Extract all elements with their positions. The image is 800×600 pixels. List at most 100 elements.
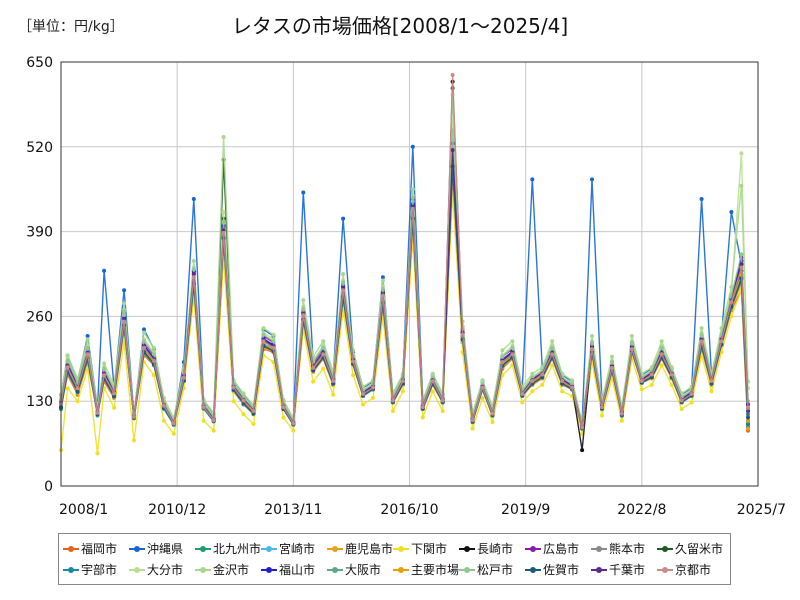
- data-point: [341, 272, 346, 276]
- data-point: [639, 387, 644, 392]
- legend-swatch: [261, 565, 277, 575]
- data-point: [65, 358, 70, 363]
- data-point: [132, 414, 136, 419]
- data-point: [430, 371, 435, 376]
- legend-item: 大分市: [129, 559, 195, 580]
- data-point: [530, 389, 535, 394]
- data-point: [540, 372, 545, 377]
- legend-swatch: [459, 544, 475, 554]
- legend-swatch: [393, 544, 409, 554]
- data-point: [729, 285, 734, 289]
- data-point: [580, 448, 585, 453]
- data-point: [520, 392, 525, 396]
- legend-swatch: [195, 565, 211, 575]
- data-point: [201, 405, 206, 410]
- data-point: [649, 382, 654, 387]
- data-point: [380, 275, 385, 280]
- legend-item: 宮崎市: [261, 538, 327, 559]
- data-point: [171, 431, 176, 436]
- data-point: [746, 418, 750, 423]
- data-point: [122, 319, 127, 324]
- legend-swatch: [261, 544, 277, 554]
- data-point: [600, 413, 604, 418]
- data-point: [440, 409, 445, 413]
- data-point: [321, 366, 326, 371]
- data-point: [301, 298, 306, 303]
- legend-label: 鹿児島市: [345, 542, 394, 556]
- data-point: [241, 412, 246, 417]
- legend-label: 大阪市: [345, 563, 382, 577]
- data-point: [151, 358, 156, 363]
- legend-item: 京都市: [657, 559, 723, 580]
- data-point: [181, 375, 186, 380]
- data-point: [102, 373, 107, 378]
- y-tick-label: 520: [26, 140, 53, 156]
- series-layer: [59, 73, 750, 456]
- legend-item: 大阪市: [327, 559, 393, 580]
- legend-swatch: [525, 544, 541, 554]
- data-point: [75, 386, 80, 391]
- data-point: [450, 148, 455, 153]
- legend-swatch: [591, 565, 607, 575]
- plot-frame: [60, 61, 759, 487]
- data-point: [420, 415, 425, 420]
- data-point: [221, 230, 226, 235]
- data-point: [510, 339, 515, 344]
- data-point: [470, 426, 475, 431]
- legend-swatch: [63, 544, 79, 554]
- legend-swatch: [657, 544, 673, 554]
- data-point: [271, 360, 276, 365]
- x-tick-label: 2022/8: [617, 502, 666, 518]
- data-point: [112, 391, 117, 396]
- data-point: [510, 363, 515, 368]
- data-point: [380, 293, 385, 298]
- line-chart: 0 130 260 390 520 650 2008/1 2010/12 2013/11 201…: [26, 55, 786, 518]
- data-point: [112, 405, 117, 410]
- data-point: [410, 187, 415, 192]
- data-point: [151, 373, 156, 378]
- series-line: [60, 80, 749, 451]
- data-point: [151, 345, 156, 350]
- chart-title: レタスの市場価格[2008/1～2025/4]: [231, 14, 569, 38]
- data-point: [191, 272, 196, 276]
- data-point: [261, 326, 266, 331]
- data-point: [291, 428, 296, 433]
- legend-swatch: [129, 565, 145, 575]
- legend-swatch: [327, 565, 343, 575]
- data-point: [649, 372, 654, 377]
- data-point: [659, 339, 664, 344]
- data-point: [480, 385, 485, 390]
- data-point: [610, 365, 614, 370]
- data-point: [570, 378, 575, 383]
- data-point: [301, 190, 306, 195]
- data-point: [241, 391, 246, 396]
- data-point: [709, 379, 714, 383]
- legend-item: 福山市: [261, 559, 327, 580]
- data-point: [669, 372, 674, 377]
- data-point: [550, 339, 555, 344]
- data-point: [231, 399, 236, 404]
- data-point: [530, 379, 535, 383]
- y-axis-ticks: 0 130 260 390 520 650: [26, 55, 53, 495]
- x-tick-label: 2019/9: [501, 502, 550, 518]
- x-tick-label: 2008/1: [59, 502, 108, 518]
- data-point: [746, 415, 750, 420]
- data-point: [351, 373, 356, 378]
- data-point: [261, 339, 266, 344]
- legend-label: 広島市: [543, 542, 580, 556]
- data-point: [610, 354, 614, 359]
- data-point: [142, 330, 146, 335]
- data-point: [241, 398, 246, 403]
- data-point: [550, 352, 555, 357]
- legend-label: 松戸市: [477, 563, 514, 577]
- data-point: [371, 395, 375, 400]
- data-point: [85, 352, 90, 357]
- legend-label: 長崎市: [477, 542, 514, 556]
- data-point: [709, 389, 714, 394]
- data-point: [430, 389, 435, 394]
- legend-item: 北九州市: [195, 538, 261, 559]
- data-point: [102, 268, 107, 273]
- data-point: [659, 363, 664, 368]
- data-point: [142, 327, 146, 332]
- data-point: [311, 365, 316, 370]
